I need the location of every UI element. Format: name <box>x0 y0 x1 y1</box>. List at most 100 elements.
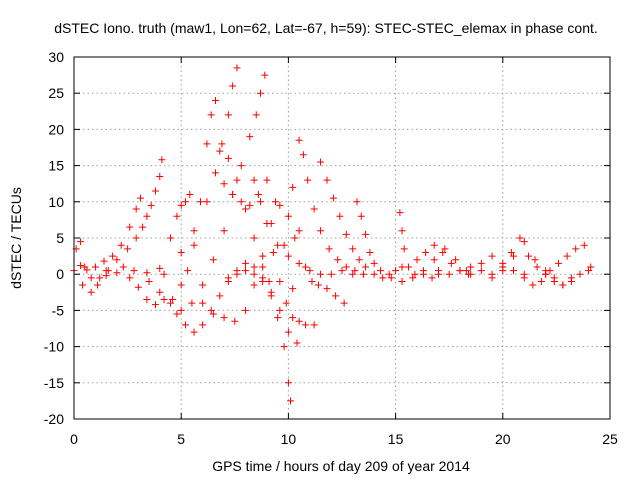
data-point <box>207 306 215 314</box>
data-point <box>289 314 297 322</box>
data-point <box>329 194 337 202</box>
data-series <box>102 156 166 275</box>
data-point <box>212 169 220 177</box>
data-point <box>396 209 404 217</box>
data-point <box>233 176 241 184</box>
y-axis-label: dSTEC / TECUs <box>8 187 24 289</box>
data-point <box>259 277 267 285</box>
data-point <box>246 201 254 209</box>
data-point <box>207 111 215 119</box>
data-series <box>488 234 575 289</box>
data-point <box>304 176 312 184</box>
data-point <box>293 339 301 347</box>
data-series <box>173 259 273 336</box>
data-point <box>342 263 350 271</box>
data-point <box>559 281 567 289</box>
data-point <box>276 277 284 285</box>
data-point <box>317 158 325 166</box>
data-point <box>233 64 241 72</box>
data-point <box>242 267 250 275</box>
data-point <box>242 259 250 267</box>
data-series <box>295 136 367 278</box>
axis-ticks <box>73 56 611 420</box>
data-point <box>462 267 470 275</box>
data-point <box>357 212 365 220</box>
data-point <box>332 292 340 300</box>
data-point <box>190 227 198 235</box>
data-point <box>220 227 228 235</box>
x-tick-label: 15 <box>388 431 404 447</box>
chart-title: dSTEC Iono. truth (maw1, Lon=62, Lat=-67… <box>54 20 598 36</box>
data-point <box>563 252 571 260</box>
data-series <box>119 96 220 309</box>
x-tick-label: 25 <box>602 431 618 447</box>
data-point <box>151 301 159 309</box>
data-point <box>334 256 342 264</box>
data-series <box>79 267 121 296</box>
data-point <box>199 321 207 329</box>
data-point <box>430 256 438 264</box>
data-point <box>143 212 151 220</box>
data-point <box>370 259 378 267</box>
y-tick-label: -20 <box>44 411 64 427</box>
x-tick-labels: 0 5 10 15 20 25 <box>70 431 618 447</box>
data-point <box>119 263 127 271</box>
data-point <box>169 296 177 304</box>
data-point <box>100 257 108 265</box>
data-point <box>224 274 232 282</box>
data-point <box>237 162 245 170</box>
data-point <box>349 270 357 278</box>
data-point <box>209 256 217 264</box>
data-point <box>400 245 408 253</box>
y-tick-labels: -20 -15 -10 -5 0 5 10 15 20 25 30 <box>44 49 64 427</box>
data-series <box>220 176 297 293</box>
data-point <box>295 259 303 267</box>
data-point <box>132 205 140 213</box>
data-point <box>525 252 533 260</box>
data-point <box>576 270 584 278</box>
data-point <box>430 241 438 249</box>
data-point <box>196 198 204 206</box>
data-point <box>173 310 181 318</box>
data-series <box>70 194 144 275</box>
data-point <box>252 111 260 119</box>
data-point <box>265 277 273 285</box>
data-point <box>166 299 174 307</box>
data-point <box>124 245 132 253</box>
data-point <box>231 317 239 325</box>
data-point <box>340 299 348 307</box>
data-point <box>229 191 237 199</box>
data-point <box>272 198 280 206</box>
data-point <box>139 223 147 231</box>
data-point <box>385 270 393 278</box>
data-point <box>181 321 189 329</box>
x-tick-label: 20 <box>495 431 511 447</box>
data-point <box>102 267 110 275</box>
data-point <box>188 299 196 307</box>
data-series <box>542 267 593 289</box>
data-point <box>302 263 310 271</box>
data-point <box>250 263 258 271</box>
data-point <box>177 306 185 314</box>
data-point <box>220 314 228 322</box>
data-point <box>419 267 427 275</box>
data-point <box>173 212 181 220</box>
data-series <box>72 238 110 289</box>
data-point <box>499 267 507 275</box>
y-tick-label: 10 <box>48 194 64 210</box>
data-point <box>177 201 185 209</box>
data-point <box>209 310 217 318</box>
data-point <box>280 343 288 351</box>
data-point <box>338 267 346 275</box>
data-series <box>199 201 299 325</box>
data-point <box>284 328 292 336</box>
data-point <box>132 234 140 242</box>
data-point <box>257 89 265 97</box>
data-point <box>220 180 228 188</box>
data-point <box>190 328 198 336</box>
data-point <box>351 267 359 275</box>
data-point <box>156 172 164 180</box>
data-point <box>452 256 460 264</box>
data-series <box>250 176 318 329</box>
